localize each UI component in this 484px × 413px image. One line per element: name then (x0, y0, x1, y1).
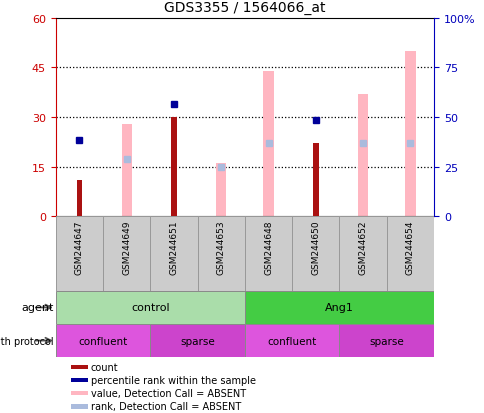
Text: rank, Detection Call = ABSENT: rank, Detection Call = ABSENT (91, 401, 241, 411)
Bar (291, 217, 339, 291)
Text: GSM244654: GSM244654 (405, 220, 414, 274)
Text: GSM244653: GSM244653 (216, 220, 226, 274)
Bar (244, 217, 291, 291)
Bar (150, 324, 244, 357)
Text: confluent: confluent (78, 336, 127, 346)
Bar (386, 217, 433, 291)
Text: control: control (131, 303, 169, 313)
Bar (56, 324, 150, 357)
Text: GSM244652: GSM244652 (358, 220, 367, 274)
Bar (71, 404, 88, 408)
Bar (76, 180, 82, 217)
Bar (339, 217, 386, 291)
Text: GSM244647: GSM244647 (75, 220, 84, 274)
Bar (357, 95, 367, 217)
Bar (197, 217, 244, 291)
Text: GSM244650: GSM244650 (311, 220, 320, 274)
Bar (121, 124, 132, 217)
Text: growth protocol: growth protocol (0, 336, 53, 346)
Bar (150, 217, 197, 291)
Bar (71, 365, 88, 370)
Bar (71, 378, 88, 382)
Bar (71, 391, 88, 396)
Bar (405, 52, 415, 217)
Title: GDS3355 / 1564066_at: GDS3355 / 1564066_at (164, 1, 325, 15)
Text: GSM244649: GSM244649 (122, 220, 131, 274)
Text: value, Detection Call = ABSENT: value, Detection Call = ABSENT (91, 388, 245, 398)
Bar (56, 291, 244, 324)
Text: confluent: confluent (267, 336, 316, 346)
Text: percentile rank within the sample: percentile rank within the sample (91, 375, 255, 385)
Bar (339, 324, 433, 357)
Text: sparse: sparse (369, 336, 403, 346)
Bar (312, 144, 318, 217)
Text: agent: agent (21, 303, 53, 313)
Bar (216, 164, 226, 217)
Text: sparse: sparse (180, 336, 214, 346)
Text: GSM244648: GSM244648 (263, 220, 272, 274)
Bar (171, 118, 177, 217)
Text: count: count (91, 362, 118, 372)
Bar (56, 217, 103, 291)
Bar (244, 324, 339, 357)
Bar (263, 71, 273, 217)
Bar (103, 217, 150, 291)
Bar (244, 291, 433, 324)
Text: GSM244651: GSM244651 (169, 220, 178, 274)
Text: Ang1: Ang1 (324, 303, 353, 313)
